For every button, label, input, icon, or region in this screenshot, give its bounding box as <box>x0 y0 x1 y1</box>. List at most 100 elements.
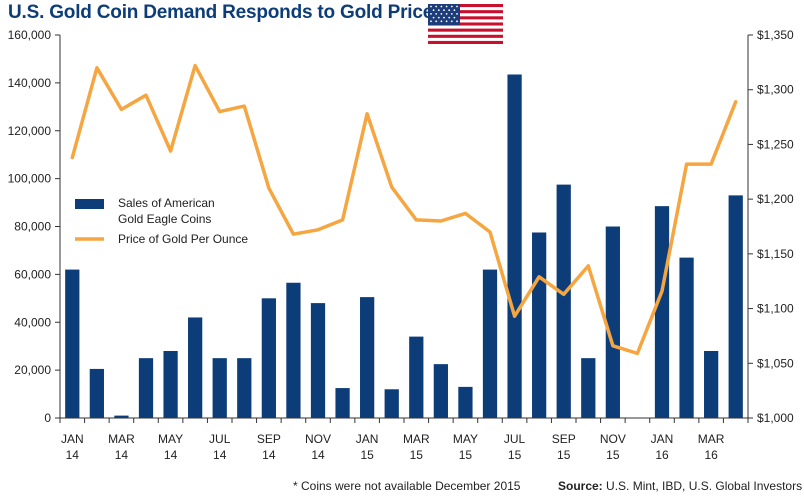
left-tick-label: 100,000 <box>8 172 52 186</box>
right-tick-label: $1,150 <box>757 247 794 261</box>
legend-line-label: Price of Gold Per Ounce <box>118 232 248 246</box>
x-tick-year-label: 15 <box>606 448 620 462</box>
right-axis: $1,000 $1,050 $1,100 $1,150 $1,200 $1,250 $1,3… <box>747 28 794 425</box>
legend-bar-swatch <box>75 199 104 209</box>
left-tick-label: 0 <box>44 411 51 425</box>
gold-price-point-nov-14 <box>317 229 319 231</box>
bar-feb-14 <box>89 368 104 418</box>
x-tick-year-label: 15 <box>410 448 424 462</box>
x-tick-month-label: NOV <box>600 432 626 446</box>
gold-price-point-apr-16 <box>735 101 737 103</box>
gold-price-point-aug-14 <box>243 105 245 107</box>
right-tick-label: $1,100 <box>757 302 794 316</box>
x-tick-month-label: JUL <box>504 432 526 446</box>
gold-price-point-sep-15 <box>563 293 565 295</box>
legend-bar-label-line1: Sales of American <box>118 196 215 210</box>
left-tick-label: 140,000 <box>8 76 52 90</box>
bar-mar-16 <box>704 350 719 418</box>
x-tick-year-label: 15 <box>360 448 374 462</box>
x-tick-year-label: 14 <box>262 448 276 462</box>
gold-price-point-may-15 <box>464 212 466 214</box>
bar-mar-14 <box>114 415 129 418</box>
bar-apr-14 <box>138 358 154 418</box>
x-tick-year-label: 16 <box>704 448 718 462</box>
gold-price-point-oct-14 <box>292 233 294 235</box>
left-tick-label: 160,000 <box>8 28 52 42</box>
line-series <box>70 63 738 356</box>
right-tick-label: $1,200 <box>757 192 794 206</box>
bar-oct-15 <box>581 358 596 418</box>
left-axis: 0 20,000 40,000 60,000 80,000 100,000 120,000 1… <box>8 28 61 425</box>
source-note: Source: U.S. Mint, IBD, U.S. Global Inve… <box>558 479 802 493</box>
bar-may-14 <box>163 350 178 418</box>
right-tick-label: $1,250 <box>757 137 794 151</box>
gold-price-point-apr-14 <box>145 94 147 96</box>
bar-jan-16 <box>654 206 670 418</box>
bar-nov-14 <box>310 303 326 418</box>
bar-series <box>65 74 743 418</box>
x-tick-month-label: MAY <box>453 432 478 446</box>
gold-price-point-nov-15 <box>612 345 614 347</box>
bar-nov-15 <box>605 226 620 418</box>
gold-price-point-mar-16 <box>710 163 712 165</box>
x-tick-year-label: 14 <box>164 448 178 462</box>
x-tick-year-label: 15 <box>459 448 473 462</box>
x-tick-month-label: MAY <box>158 432 183 446</box>
gold-price-point-jan-16 <box>661 290 663 292</box>
bar-apr-16 <box>728 195 743 418</box>
bar-jun-15 <box>482 269 498 418</box>
x-tick-month-label: JAN <box>651 432 674 446</box>
bar-oct-14 <box>286 282 301 418</box>
bar-sep-14 <box>261 298 276 418</box>
bar-aug-15 <box>532 232 547 418</box>
us-flag-icon <box>428 4 503 44</box>
bar-mar-15 <box>409 336 424 418</box>
gold-price-point-feb-14 <box>96 67 98 69</box>
legend-bar-label-line2: Gold Eagle Coins <box>118 212 211 226</box>
left-tick-label: 80,000 <box>14 220 51 234</box>
x-axis: JAN 14 MAR 14 MAY 14 JUL 14 SEP 14 NOV 14 JAN 15 MAR 15… <box>59 417 749 462</box>
gold-price-point-aug-15 <box>538 276 540 278</box>
x-tick-year-label: 14 <box>115 448 129 462</box>
x-tick-year-label: 14 <box>66 448 80 462</box>
x-tick-month-label: MAR <box>108 432 135 446</box>
gold-price-point-feb-16 <box>686 163 688 165</box>
bar-dec-14 <box>335 388 350 418</box>
x-tick-year-label: 15 <box>508 448 522 462</box>
chart-title: U.S. Gold Coin Demand Responds to Gold P… <box>8 2 444 23</box>
bar-jul-15 <box>507 74 522 418</box>
left-tick-label: 120,000 <box>8 124 52 138</box>
right-tick-label: $1,350 <box>757 28 794 42</box>
flag-stripes <box>428 4 503 44</box>
x-tick-month-label: JAN <box>356 432 379 446</box>
x-tick-year-label: 14 <box>213 448 227 462</box>
bar-may-15 <box>458 386 473 418</box>
x-tick-month-label: MAR <box>403 432 430 446</box>
gold-price-point-oct-15 <box>587 265 589 267</box>
right-tick-label: $1,050 <box>757 356 794 370</box>
x-tick-year-label: 16 <box>655 448 669 462</box>
gold-price-point-dec-15 <box>636 352 638 354</box>
bar-feb-16 <box>679 257 694 418</box>
bar-jan-14 <box>65 269 80 418</box>
right-tick-label: $1,000 <box>757 411 794 425</box>
gold-price-point-jun-15 <box>489 231 491 233</box>
gold-price-point-mar-14 <box>120 108 122 110</box>
gold-price-point-jul-14 <box>219 111 221 113</box>
gold-price-point-jan-14 <box>71 157 73 159</box>
x-tick-year-label: 14 <box>311 448 325 462</box>
gold-price-point-jan-15 <box>366 113 368 115</box>
x-tick-month-label: SEP <box>257 432 281 446</box>
gold-price-point-dec-14 <box>342 219 344 221</box>
x-tick-year-label: 15 <box>557 448 571 462</box>
bar-sep-15 <box>556 184 571 418</box>
bar-jun-14 <box>188 317 203 418</box>
gold-price-line <box>70 63 738 356</box>
gold-price-point-jun-14 <box>194 65 196 67</box>
legend: Sales of American Gold Eagle Coins Price… <box>75 196 248 246</box>
source-text: U.S. Mint, IBD, U.S. Global Investors <box>606 479 803 493</box>
left-tick-label: 60,000 <box>14 267 51 281</box>
left-tick-label: 20,000 <box>14 363 51 377</box>
